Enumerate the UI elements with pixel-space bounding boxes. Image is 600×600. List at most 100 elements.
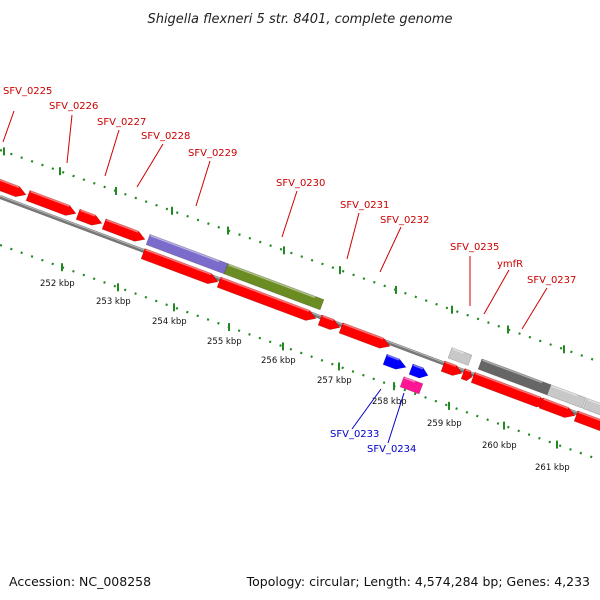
gene-label: SFV_0228 [141,131,190,142]
topology-summary-text: Topology: circular; Length: 4,574,284 bp… [246,574,590,589]
gene-arrow-shine [150,234,220,263]
label-leader-lines [2,110,548,444]
gene-arrow-shine [404,377,416,383]
gene-label: SFV_0226 [49,101,98,112]
gene-feature [140,248,219,285]
gene-arrow [477,358,552,396]
gene-arrow-shine [587,398,600,407]
gene-feature [546,384,587,409]
gene-arrow-shine [482,359,543,384]
gene-feature [382,353,407,370]
kbp-label: 260 kbp [482,441,517,451]
gene-label: ymfR [497,259,523,270]
gene-arrow [145,233,229,275]
gene-arrow [440,360,463,376]
gene-arrow-shine [445,361,457,367]
label-leader-line [104,129,120,177]
gene-arrow [399,376,424,395]
kbp-label: 256 kbp [261,356,296,366]
gene-arrow-shine [465,369,471,373]
label-leader-line [195,160,211,207]
gene-arrow-shine [221,277,310,312]
gene-arrow-shine [413,364,424,370]
gene-arrow-shine [343,323,384,340]
gene-label: SFV_0229 [188,148,237,159]
gene-label: SFV_0235 [450,242,499,253]
gene-arrow-shine [80,209,96,217]
gene-feature [25,189,77,216]
label-leader-line [281,190,298,238]
gene-arrow [338,322,391,349]
gene-feature [101,218,146,242]
gene-arrow [460,368,473,382]
gene-label: SFV_0232 [380,215,429,226]
kbp-label: 252 kbp [40,279,75,289]
gene-arrow-shine [30,190,70,207]
kbp-label: 258 kbp [372,397,407,407]
gene-labels: SFV_0225 SFV_0226 SFV_0227 SFV_0228 SFV_0229… [3,86,576,455]
gene-feature [440,360,463,376]
gene-arrow [582,397,600,419]
gene-feature [223,263,325,311]
gene-arrow-shine [0,176,20,189]
gene-arrow [223,263,325,311]
kbp-scale-labels: 252 kbp 253 kbp 254 kbp 255 kbp 256 kbp 257 k… [3,147,570,473]
gene-feature [317,314,341,330]
kbp-label: 257 kbp [317,376,352,386]
gene-feature [477,358,552,396]
gene-feature [0,175,27,198]
gene-features [0,175,600,432]
gene-feature [399,376,424,395]
label-leader-line [379,226,402,273]
label-leader-line [2,110,15,143]
label-leader-line [346,212,360,260]
gene-arrow [101,218,146,242]
inner-tick-ring [0,243,600,462]
kbp-label: 253 kbp [96,297,131,307]
gene-arrow-shine [475,372,541,399]
kbp-label: 254 kbp [152,317,187,327]
label-leader-line [66,114,73,164]
gene-feature [460,368,473,382]
gene-arrow [317,314,341,330]
gene-arrow [382,353,407,370]
gene-arrow [140,248,219,285]
gene-feature [408,363,429,379]
gene-arrow [447,347,473,366]
label-leader-line [521,287,548,330]
accession-text: Accession: NC_008258 [9,574,152,589]
gene-label: SFV_0234 [367,444,416,455]
gene-label: SFV_0233 [330,429,379,440]
label-leader-line [483,269,510,315]
gene-feature [338,322,391,349]
gene-feature [447,347,473,366]
gene-feature [216,276,317,321]
gene-arrow [573,410,600,432]
gene-arrow-shine [551,385,578,397]
gene-label: SFV_0225 [3,86,52,97]
label-leader-line [387,392,405,444]
gene-label: SFV_0230 [276,178,325,189]
map-title: Shigella flexneri 5 str. 8401, complete … [147,12,452,27]
kbp-label: 255 kbp [207,337,242,347]
gene-label: SFV_0231 [340,200,389,211]
kbp-label: 261 kbp [535,463,570,473]
gene-arrow [538,397,576,418]
gene-arrow [408,363,429,379]
label-leader-line [351,388,382,430]
gene-arrow-shine [145,249,212,276]
gene-label: SFV_0227 [97,117,146,128]
gene-arrow [25,189,77,216]
gene-arrow-shine [387,354,400,361]
gene-label: SFV_0237 [527,275,576,286]
gene-arrow-shine [322,315,334,321]
gene-arrow-shine [543,398,569,409]
gene-feature [538,397,576,418]
gene-arrow [546,384,587,409]
kbp-label: 259 kbp [427,419,462,429]
gene-arrow-shine [106,219,139,233]
gene-arrow-shine [578,411,600,423]
gene-feature [75,208,103,226]
gene-feature [573,410,600,432]
gene-arrow [216,276,317,321]
